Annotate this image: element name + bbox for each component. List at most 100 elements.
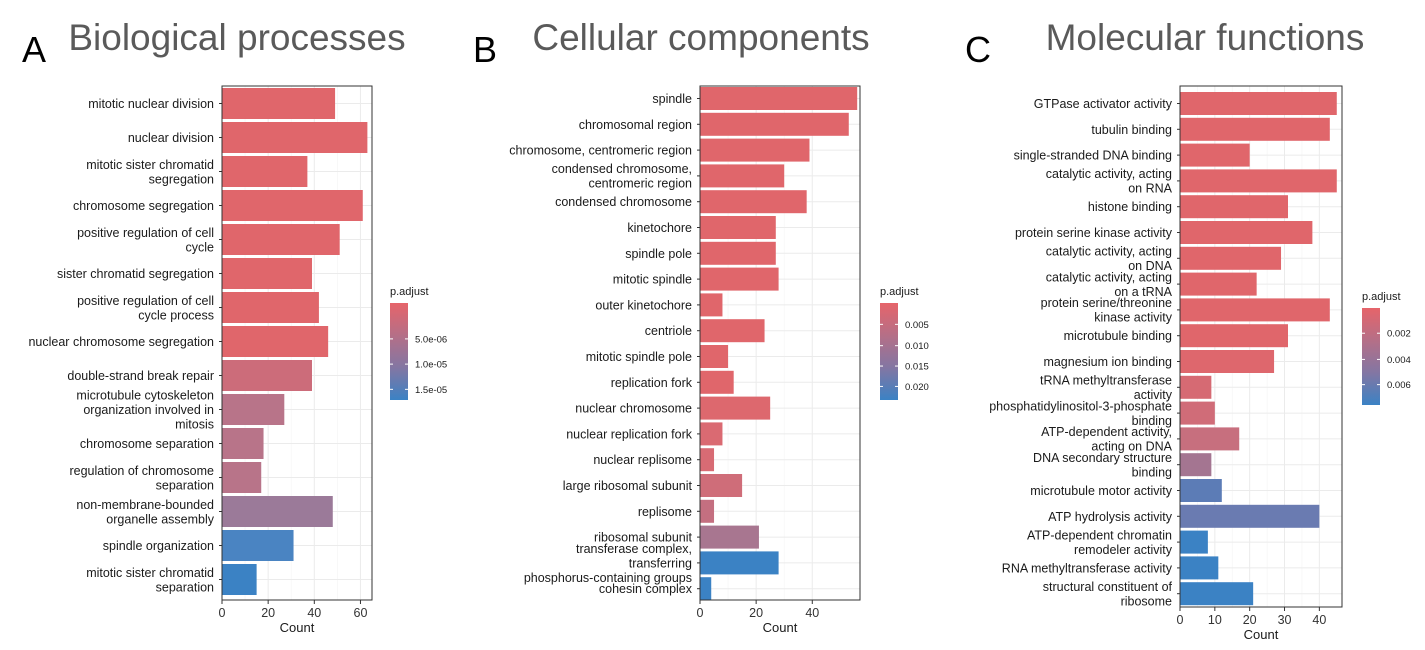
category-label: nuclear division xyxy=(128,131,214,145)
category-label: condensed chromosome xyxy=(555,195,692,209)
category-labels: mitotic nuclear division nuclear division… xyxy=(28,97,222,594)
panel-b: B Cellular components spindle chromosomal r… xyxy=(473,17,929,635)
category-label: large ribosomal subunit xyxy=(563,479,693,493)
category-label: positive regulation of cell xyxy=(77,226,214,240)
category-label: transferase complex, xyxy=(576,542,692,556)
category-label: chromosome, centromeric region xyxy=(509,144,692,158)
panel-c: C Molecular functions GTPase activator act… xyxy=(965,17,1411,642)
legend-colorbar xyxy=(390,303,408,400)
bars xyxy=(222,88,368,595)
bar xyxy=(700,577,712,601)
category-label: mitotic spindle pole xyxy=(586,350,692,364)
panel-title: Biological processes xyxy=(68,17,405,58)
x-tick-label: 40 xyxy=(1312,613,1326,627)
bar xyxy=(700,345,729,368)
panel-a: A Biological processes mitotic nuclear div… xyxy=(22,17,447,635)
category-label: chromosome segregation xyxy=(73,199,214,213)
bar xyxy=(1180,143,1250,167)
category-label: tubulin binding xyxy=(1091,123,1172,137)
panel-letter: C xyxy=(965,29,991,70)
category-label: non-membrane-bounded xyxy=(76,498,214,512)
category-label: replisome xyxy=(638,505,692,519)
category-label: mitosis xyxy=(175,418,214,432)
category-label: ATP-dependent chromatin xyxy=(1027,528,1172,542)
legend-title: p.adjust xyxy=(1362,291,1401,303)
bar xyxy=(222,428,264,459)
bar xyxy=(222,122,368,153)
category-label: replication fork xyxy=(611,376,693,390)
bar xyxy=(700,319,765,343)
legend-tick-label: 1.0e-05 xyxy=(415,360,447,371)
category-label: activity xyxy=(1134,388,1173,402)
legend-title: p.adjust xyxy=(880,286,919,298)
legend-tick-label: 5.0e-06 xyxy=(415,334,447,345)
category-label: RNA methyltransferase activity xyxy=(1002,561,1173,575)
legend-tick-label: 0.015 xyxy=(905,362,929,373)
bar xyxy=(700,474,743,497)
category-label: organization involved in xyxy=(83,403,214,417)
legend: p.adjust 5.0e-06 1.0e-05 1.5e-05 xyxy=(390,286,447,400)
bar xyxy=(1180,169,1337,193)
category-label: ribosome xyxy=(1121,594,1172,608)
category-label: on RNA xyxy=(1128,182,1172,196)
category-label: DNA secondary structure xyxy=(1033,451,1172,465)
category-label: structural constituent of xyxy=(1043,580,1173,594)
legend-tick-label: 0.010 xyxy=(905,341,929,352)
bar xyxy=(222,394,285,425)
x-tick-label: 0 xyxy=(1177,613,1184,627)
bar xyxy=(700,422,723,446)
category-label: binding xyxy=(1132,414,1172,428)
x-tick-label: 40 xyxy=(307,606,321,620)
category-label: histone binding xyxy=(1088,200,1172,214)
bar xyxy=(700,164,785,188)
x-axis: 0 20 40 Count xyxy=(697,600,819,635)
category-labels: GTPase activator activity tubulin binding… xyxy=(989,97,1180,608)
bar xyxy=(222,462,262,493)
bar xyxy=(1180,195,1288,219)
x-axis: 0 10 20 30 40 Count xyxy=(1177,607,1326,642)
category-label: spindle pole xyxy=(625,247,692,261)
category-label: centriole xyxy=(645,324,692,338)
category-label: ribosomal subunit xyxy=(594,531,692,545)
category-label: acting on DNA xyxy=(1091,440,1172,454)
x-tick-label: 10 xyxy=(1208,613,1222,627)
bar xyxy=(222,530,294,561)
bar xyxy=(1180,324,1288,348)
panel-border xyxy=(699,85,861,601)
bar xyxy=(222,258,312,289)
category-label: centromeric region xyxy=(588,177,692,191)
category-label: nuclear chromosome segregation xyxy=(28,335,214,349)
category-label: cycle process xyxy=(138,308,214,322)
category-label: positive regulation of cell xyxy=(77,294,214,308)
category-label: cohesin complex xyxy=(599,582,693,596)
bar xyxy=(700,138,810,162)
category-label: organelle assembly xyxy=(106,512,214,526)
bar xyxy=(222,326,329,357)
x-axis-label: Count xyxy=(1244,627,1279,642)
category-label: nuclear replication fork xyxy=(566,427,693,441)
category-label: nuclear chromosome xyxy=(575,402,692,416)
panel-letter: A xyxy=(22,29,46,70)
category-label: microtubule cytoskeleton xyxy=(76,389,214,403)
bar xyxy=(700,190,807,214)
category-label: condensed chromosome, xyxy=(552,162,692,176)
bar xyxy=(1180,221,1313,244)
x-tick-label: 0 xyxy=(219,606,226,620)
bar xyxy=(1180,453,1212,477)
bar xyxy=(222,360,312,391)
bar xyxy=(222,292,319,323)
category-label: on DNA xyxy=(1128,259,1172,273)
category-label: microtubule motor activity xyxy=(1030,484,1172,498)
bar xyxy=(700,293,723,317)
bar xyxy=(1180,530,1208,554)
category-label: mitotic spindle xyxy=(613,273,692,287)
bar xyxy=(222,88,336,119)
category-label: mitotic sister chromatid xyxy=(86,158,214,172)
legend: p.adjust 0.005 0.010 0.015 0.020 xyxy=(880,286,929,400)
bars xyxy=(700,87,858,601)
category-label: spindle organization xyxy=(103,539,214,553)
x-tick-label: 0 xyxy=(697,606,704,620)
bar xyxy=(222,156,308,187)
category-label: catalytic activity, acting xyxy=(1046,245,1172,259)
